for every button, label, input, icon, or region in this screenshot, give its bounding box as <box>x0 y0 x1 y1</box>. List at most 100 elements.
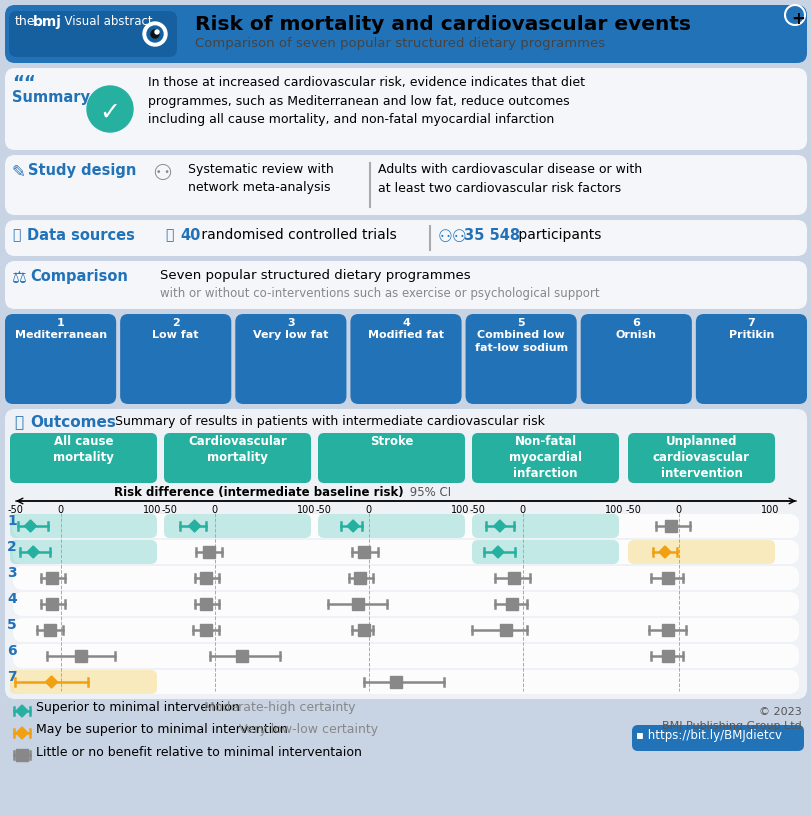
FancyBboxPatch shape <box>5 155 806 215</box>
Text: 0: 0 <box>675 505 681 515</box>
FancyBboxPatch shape <box>164 433 311 483</box>
Text: Little or no benefit relative to minimal interventaion: Little or no benefit relative to minimal… <box>36 746 362 759</box>
FancyBboxPatch shape <box>13 566 798 590</box>
Polygon shape <box>16 727 28 739</box>
FancyBboxPatch shape <box>471 433 618 483</box>
Text: Risk difference (intermediate baseline risk): Risk difference (intermediate baseline r… <box>114 486 404 499</box>
Polygon shape <box>188 520 200 532</box>
Text: 35 548: 35 548 <box>463 228 520 243</box>
FancyBboxPatch shape <box>13 644 798 668</box>
Text: Superior to minimal intervention: Superior to minimal intervention <box>36 702 239 715</box>
FancyBboxPatch shape <box>631 725 803 751</box>
Text: randomised controlled trials: randomised controlled trials <box>197 228 397 242</box>
FancyBboxPatch shape <box>5 314 116 404</box>
Text: ⚇: ⚇ <box>152 163 172 183</box>
Text: Very low-low certainty: Very low-low certainty <box>230 724 378 737</box>
Text: Cardiovascular
mortality: Cardiovascular mortality <box>188 435 286 464</box>
Text: 0: 0 <box>58 505 63 515</box>
FancyBboxPatch shape <box>9 11 177 57</box>
Text: Moderate-high certainty: Moderate-high certainty <box>195 702 355 715</box>
Text: ✓: ✓ <box>100 101 120 125</box>
Circle shape <box>155 30 159 34</box>
Text: 7: 7 <box>7 670 16 684</box>
Text: ▪ https://bit.ly/BMJdietcv: ▪ https://bit.ly/BMJdietcv <box>635 729 781 742</box>
Text: All cause
mortality: All cause mortality <box>53 435 114 464</box>
FancyBboxPatch shape <box>5 68 806 150</box>
Text: 4
Modified fat: 4 Modified fat <box>367 318 444 340</box>
Text: +: + <box>790 10 804 28</box>
FancyBboxPatch shape <box>13 540 798 564</box>
Text: Unplanned
cardiovascular
intervention: Unplanned cardiovascular intervention <box>652 435 749 480</box>
Text: -50: -50 <box>624 505 640 515</box>
Polygon shape <box>28 546 39 558</box>
Polygon shape <box>389 676 401 688</box>
Polygon shape <box>358 624 370 636</box>
Text: -50: -50 <box>161 505 177 515</box>
Text: 7
Pritikin: 7 Pritikin <box>727 318 773 340</box>
Text: 100: 100 <box>604 505 622 515</box>
FancyBboxPatch shape <box>5 5 806 63</box>
Polygon shape <box>493 520 505 532</box>
FancyBboxPatch shape <box>5 409 806 699</box>
Text: ““: ““ <box>12 74 36 92</box>
Text: 0: 0 <box>212 505 217 515</box>
Text: bmj: bmj <box>33 15 62 29</box>
Circle shape <box>147 26 163 42</box>
FancyBboxPatch shape <box>164 514 311 538</box>
Text: Systematic review with
network meta-analysis: Systematic review with network meta-anal… <box>188 163 333 194</box>
Text: Stroke: Stroke <box>369 435 413 448</box>
Text: Comparison: Comparison <box>30 269 127 284</box>
Polygon shape <box>200 572 212 584</box>
Text: ⬛: ⬛ <box>165 228 174 242</box>
Polygon shape <box>661 624 673 636</box>
Polygon shape <box>200 598 212 610</box>
Text: © 2023
BMJ Publishing Group Ltd: © 2023 BMJ Publishing Group Ltd <box>662 707 801 731</box>
Text: 3
Very low fat: 3 Very low fat <box>253 318 328 340</box>
Text: 0: 0 <box>365 505 371 515</box>
FancyBboxPatch shape <box>10 540 157 564</box>
Polygon shape <box>16 749 28 761</box>
Polygon shape <box>45 676 58 688</box>
Text: 2
Low fat: 2 Low fat <box>152 318 199 340</box>
Text: In those at increased cardiovascular risk, evidence indicates that diet
programm: In those at increased cardiovascular ris… <box>148 76 584 126</box>
Text: 95% CI: 95% CI <box>406 486 451 499</box>
Circle shape <box>151 30 159 38</box>
FancyBboxPatch shape <box>580 314 691 404</box>
FancyBboxPatch shape <box>318 433 465 483</box>
FancyBboxPatch shape <box>13 618 798 642</box>
Polygon shape <box>44 624 56 636</box>
Polygon shape <box>507 572 519 584</box>
Text: with or without co-interventions such as exercise or psychological support: with or without co-interventions such as… <box>160 287 599 300</box>
Text: 1: 1 <box>7 514 17 528</box>
Text: -50: -50 <box>469 505 484 515</box>
Polygon shape <box>661 650 673 662</box>
Text: Summary of results in patients with intermediate cardiovascular risk: Summary of results in patients with inte… <box>115 415 544 428</box>
Polygon shape <box>236 650 248 662</box>
FancyBboxPatch shape <box>120 314 231 404</box>
Text: ⚖: ⚖ <box>12 269 27 287</box>
Text: 5
Combined low
fat-low sodium: 5 Combined low fat-low sodium <box>474 318 567 353</box>
Text: 5: 5 <box>7 618 17 632</box>
Polygon shape <box>75 650 87 662</box>
Text: 100: 100 <box>297 505 315 515</box>
Text: Data sources: Data sources <box>27 228 135 243</box>
Text: 3: 3 <box>7 566 16 580</box>
Text: -50: -50 <box>315 505 331 515</box>
Polygon shape <box>659 546 670 558</box>
Text: Visual abstract: Visual abstract <box>57 15 152 28</box>
Text: ⚇⚇: ⚇⚇ <box>437 228 467 246</box>
FancyBboxPatch shape <box>471 514 618 538</box>
Text: the: the <box>15 15 36 28</box>
Polygon shape <box>46 598 58 610</box>
FancyBboxPatch shape <box>318 514 465 538</box>
FancyBboxPatch shape <box>10 433 157 483</box>
FancyBboxPatch shape <box>5 261 806 309</box>
FancyBboxPatch shape <box>5 220 806 256</box>
Text: ⬛: ⬛ <box>12 228 20 242</box>
Text: Seven popular structured dietary programmes: Seven popular structured dietary program… <box>160 269 470 282</box>
Polygon shape <box>24 520 36 532</box>
FancyBboxPatch shape <box>235 314 346 404</box>
Text: participants: participants <box>513 228 601 242</box>
Text: 100: 100 <box>450 505 469 515</box>
Polygon shape <box>46 572 58 584</box>
